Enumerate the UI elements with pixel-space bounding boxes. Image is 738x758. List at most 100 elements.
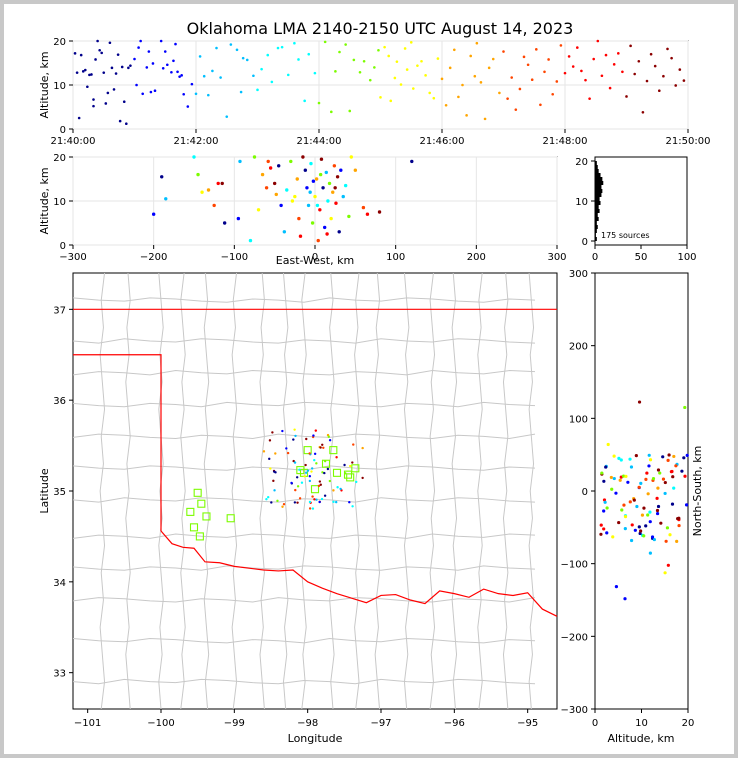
- vhf-source-point: [312, 434, 315, 437]
- histogram-bar: [595, 193, 602, 197]
- vhf-source-point: [608, 86, 612, 90]
- x-tick-label: 21:44:00: [297, 136, 342, 147]
- vhf-source-point: [588, 97, 591, 100]
- vhf-source-point: [81, 70, 85, 73]
- vhf-source-point: [297, 58, 300, 61]
- vhf-source-point: [348, 501, 351, 504]
- vhf-source-point: [279, 203, 283, 208]
- y-tick-label: −100: [561, 560, 588, 571]
- x-tick-label: 0: [592, 252, 598, 263]
- histogram-bar: [595, 237, 597, 241]
- vhf-source-point: [609, 475, 613, 480]
- vhf-source-point: [294, 434, 297, 438]
- ns-height-panel: 0 10 20 −300 −200 −100 0 100 200 300 Altitude, k…: [561, 269, 704, 745]
- vhf-source-point: [153, 89, 157, 93]
- vhf-source-point: [266, 53, 270, 57]
- vhf-source-point: [487, 66, 491, 70]
- vhf-source-point: [602, 527, 606, 531]
- station-marker: [310, 485, 320, 494]
- vhf-source-point: [327, 435, 330, 438]
- county-line: [72, 401, 536, 408]
- vhf-source-point: [659, 521, 663, 525]
- vhf-source-point: [220, 181, 224, 186]
- vhf-source-point: [535, 48, 538, 51]
- vhf-source-point: [272, 181, 277, 186]
- vhf-source-point: [334, 500, 338, 504]
- vhf-source-point: [629, 538, 634, 543]
- vhf-source-point: [305, 437, 308, 441]
- histogram-bar: [595, 169, 599, 173]
- county-line: [502, 272, 509, 710]
- vhf-source-point: [294, 488, 297, 492]
- vhf-source-point: [655, 511, 660, 516]
- vhf-source-point: [293, 461, 297, 464]
- vhf-source-point: [245, 58, 249, 62]
- vhf-source-point: [270, 80, 274, 84]
- y-tick-label: 35: [53, 487, 66, 498]
- vhf-source-point: [683, 474, 687, 478]
- vhf-source-point: [133, 57, 136, 61]
- figure-canvas: Oklahoma LMA 2140-2150 UTC August 14, 20…: [4, 4, 734, 754]
- vhf-source-point: [268, 457, 271, 461]
- county-line: [72, 338, 536, 344]
- ew-height-panel: −300 −200 −100 0 100 200 300 0 10 20 Altitude, k…: [38, 153, 567, 267]
- x-tick-label: 21:48:00: [543, 136, 588, 147]
- vhf-source-point: [491, 57, 495, 61]
- vhf-source-point: [666, 458, 670, 462]
- vhf-source-point: [318, 480, 322, 483]
- y-tick-label: 37: [53, 305, 66, 316]
- vhf-source-point: [666, 47, 669, 51]
- vhf-source-point: [539, 103, 542, 107]
- vhf-source-point: [403, 47, 407, 50]
- vhf-source-point: [198, 55, 202, 58]
- county-line: [72, 678, 536, 685]
- county-line: [72, 370, 536, 376]
- vhf-source-point: [658, 89, 661, 93]
- vhf-source-point: [292, 459, 295, 463]
- histogram-bar: [595, 177, 603, 181]
- vhf-source-point: [172, 59, 175, 63]
- vhf-source-point: [361, 476, 364, 480]
- vhf-source-point: [202, 74, 206, 78]
- vhf-source-point: [379, 96, 382, 99]
- chart-title: Oklahoma LMA 2140-2150 UTC August 14, 20…: [187, 19, 574, 38]
- county-line: [477, 272, 483, 710]
- vhf-source-point: [651, 476, 656, 481]
- vhf-source-point: [96, 39, 99, 43]
- vhf-source-point: [266, 159, 270, 164]
- vhf-source-point: [323, 40, 327, 44]
- vhf-source-point: [116, 53, 120, 56]
- vhf-source-point: [596, 39, 600, 43]
- vhf-source-point: [656, 468, 661, 472]
- vhf-source-point: [276, 499, 279, 503]
- vhf-source-point: [313, 194, 317, 199]
- vhf-source-point: [92, 104, 95, 108]
- vhf-source-point: [409, 41, 413, 44]
- vhf-source-point: [145, 66, 149, 69]
- vhf-source-point: [341, 194, 345, 199]
- vhf-source-point: [685, 453, 689, 457]
- state-border-red-river: [160, 530, 558, 617]
- histogram-bar: [595, 197, 600, 201]
- histogram-bar: [595, 233, 596, 237]
- vhf-source-point: [319, 446, 322, 449]
- vhf-source-point: [635, 504, 639, 509]
- vhf-source-point: [605, 506, 609, 510]
- vhf-source-point: [77, 116, 81, 120]
- vhf-source-point: [645, 79, 649, 83]
- vhf-source-point: [164, 197, 168, 201]
- county-line: [429, 272, 436, 710]
- histogram-bar: [595, 173, 601, 177]
- vhf-source-point: [461, 83, 464, 87]
- vhf-source-point: [311, 507, 315, 510]
- vhf-source-point: [358, 70, 362, 74]
- vhf-source-point: [605, 531, 609, 535]
- vhf-source-point: [182, 92, 185, 96]
- vhf-source-point: [290, 481, 293, 485]
- county-line: [203, 272, 210, 710]
- station-marker: [202, 512, 211, 521]
- vhf-source-point: [448, 66, 452, 70]
- vhf-source-point: [308, 190, 312, 194]
- vhf-source-point: [420, 59, 423, 63]
- y-tick-label: 10: [53, 197, 66, 208]
